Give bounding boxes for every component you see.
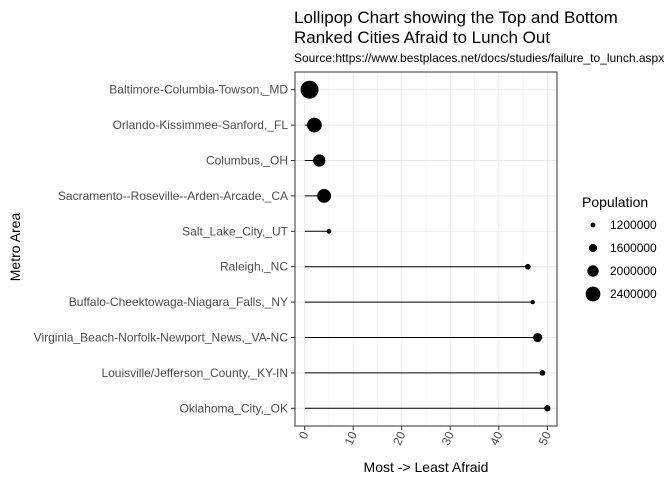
x-axis-title: Most -> Least Afraid: [364, 459, 489, 475]
y-tick-label: Virginia_Beach-Norfolk-Newport_News,_VA-…: [34, 331, 289, 345]
lollipop-dot: [326, 228, 332, 234]
y-tick-label: Baltimore-Columbia-Towson,_MD: [109, 83, 288, 97]
lollipop-dot: [317, 188, 332, 203]
panel-border: [294, 71, 558, 427]
legend-key-dot: [588, 243, 598, 253]
y-tick-label: Louisville/Jefferson_County,_KY-IN: [101, 366, 288, 380]
legend-label: 2000000: [610, 264, 657, 278]
legend-label: 2400000: [610, 287, 657, 301]
lollipop-dot: [539, 370, 546, 376]
lollipop-dot: [313, 154, 326, 167]
y-tick-label: Orlando-Kissimmee-Sanford,_FL: [113, 118, 289, 132]
legend: Population 1200000 1600000 2000000 2400000: [582, 194, 657, 302]
legend-key-dot: [587, 265, 599, 277]
y-tick-label: Sacramento--Roseville--Arden-Arcade,_CA: [58, 189, 288, 203]
legend-title: Population: [582, 194, 648, 210]
x-tick-label: 10: [342, 429, 360, 447]
y-tick-label: Oklahoma_City,_OK: [180, 401, 289, 415]
x-tick-label: 0: [296, 429, 312, 441]
chart-title-line2: Ranked Cities Afraid to Lunch Out: [294, 28, 550, 47]
chart-title-line1: Lollipop Chart showing the Top and Botto…: [294, 8, 618, 27]
y-tick-label: Raleigh,_NC: [220, 260, 288, 274]
legend-key-dot: [590, 222, 596, 228]
lollipop-dot: [530, 299, 535, 305]
y-tick-label: Columbus,_OH: [206, 154, 288, 168]
lollipop-dot: [525, 263, 531, 270]
chart-subtitle: Source:https://www.bestplaces.net/docs/s…: [294, 51, 664, 65]
y-axis-title: Metro Area: [7, 213, 23, 282]
legend-label: 1200000: [610, 218, 657, 232]
lollipop-dot: [307, 117, 322, 133]
lollipop-dots: [300, 80, 551, 412]
lollipop-dot: [533, 332, 543, 343]
y-tick-label: Buffalo-Cheektowaga-Niagara_Falls,_NY: [69, 295, 288, 309]
legend-key-dot: [585, 286, 601, 302]
lollipop-dot: [300, 80, 319, 99]
x-tick-labels: 0 10 20 30 40 50: [296, 426, 554, 447]
x-tick-label: 30: [439, 429, 457, 447]
x-tick-label: 50: [536, 429, 554, 447]
legend-label: 1600000: [610, 241, 657, 255]
x-tick-label: 40: [487, 429, 505, 447]
y-tick-labels: Baltimore-Columbia-Towson,_MD Orlando-Kis…: [34, 83, 295, 415]
y-tick-label: Salt_Lake_City,_UT: [182, 224, 288, 238]
x-tick-label: 20: [390, 429, 408, 447]
lollipop-dot: [544, 405, 551, 412]
